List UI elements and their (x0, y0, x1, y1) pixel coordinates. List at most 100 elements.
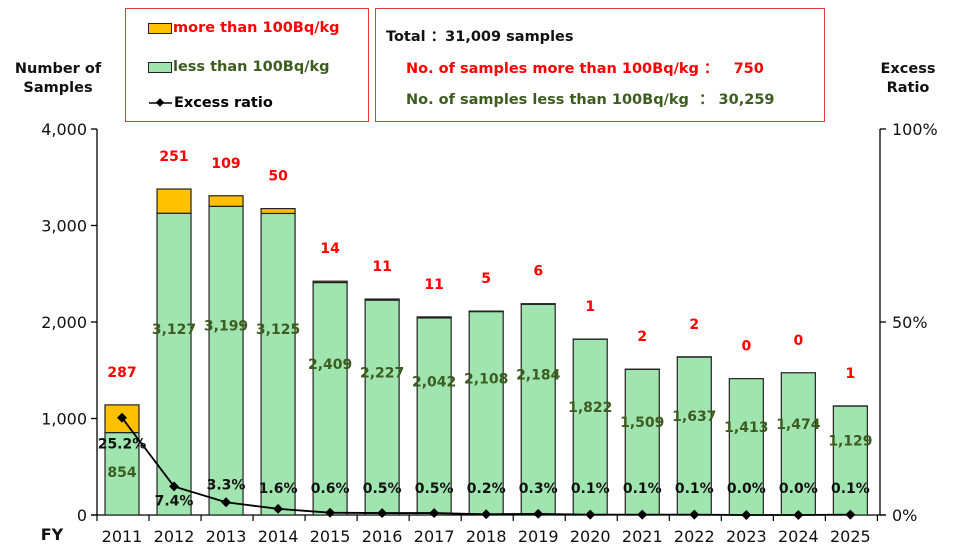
y2-tick-label: 0% (892, 506, 917, 525)
bar-below-100 (104, 431, 140, 516)
legend-line-marker-icon (149, 98, 172, 107)
bar-above-label: 287 (107, 365, 136, 381)
excess-ratio-label: 0.2% (467, 481, 506, 497)
bar-above-label: 6 (533, 264, 543, 280)
bar-above-label: 109 (211, 156, 240, 172)
legend-item-ratio: Excess ratio (148, 95, 273, 111)
bar-below-label: 1,474 (776, 417, 821, 433)
bar-above-label: 11 (372, 259, 391, 275)
y-tick-label: 2,000 (41, 313, 87, 332)
bar-above-label: 1 (845, 366, 855, 382)
x-tick-label: 2025 (830, 527, 871, 546)
legend: more than 100Bq/kg less than 100Bq/kg Ex… (125, 8, 369, 122)
y2-tick-label: 100% (892, 120, 938, 139)
x-tick-label: 2016 (362, 527, 403, 546)
y-tick-label: 1,000 (41, 410, 87, 429)
x-tick-label: 2012 (154, 527, 195, 546)
bar-above-label: 0 (741, 339, 751, 355)
y2-tick-label: 50% (892, 313, 928, 332)
bar-below-100 (312, 281, 348, 516)
bar-below-100 (832, 405, 868, 516)
bar-below-label: 3,199 (204, 319, 248, 335)
bar-above-label: 251 (159, 149, 188, 165)
bar-above-100 (156, 188, 192, 214)
bar-above-100 (520, 303, 556, 305)
legend-swatch-below (148, 61, 172, 73)
excess-ratio-label: 3.3% (207, 477, 246, 493)
excess-ratio-marker (221, 497, 232, 508)
excess-ratio-marker (741, 510, 752, 520)
excess-ratio-marker (637, 509, 648, 520)
bar-below-100 (208, 205, 244, 516)
summary-box: Total ：31,009 samples No. of samples mor… (375, 8, 825, 122)
bar-below-label: 2,108 (464, 371, 508, 387)
x-tick-label: 2018 (466, 527, 507, 546)
excess-ratio-label: 0.1% (675, 481, 714, 497)
excess-ratio-label: 7.4% (155, 493, 194, 509)
bar-below-label: 3,125 (256, 322, 300, 338)
summary-total: Total ：31,009 samples (386, 29, 574, 45)
bar-above-label: 11 (424, 277, 443, 293)
legend-item-above: more than 100Bq/kg (148, 20, 340, 36)
bar-below-label: 1,822 (568, 400, 612, 416)
excess-ratio-marker (793, 510, 804, 520)
excess-ratio-label: 0.0% (779, 481, 818, 497)
bar-below-label: 2,409 (308, 357, 352, 373)
bar-below-100 (676, 356, 712, 516)
bar-below-label: 1,509 (620, 415, 664, 431)
legend-label-below: less than 100Bq/kg (173, 59, 330, 75)
excess-ratio-label: 0.1% (831, 481, 870, 497)
summary-less-than: No. of samples less than 100Bq/kg ： 30,2… (406, 92, 775, 108)
excess-ratio-marker (481, 509, 492, 520)
x-tick-label: 2011 (102, 527, 143, 546)
bar-below-label: 1,637 (672, 409, 716, 425)
excess-ratio-label: 0.6% (311, 481, 350, 497)
x-tick-label: 2024 (778, 527, 819, 546)
x-tick-label: 2023 (726, 527, 767, 546)
bar-below-label: 2,042 (412, 374, 456, 390)
excess-ratio-marker (377, 508, 388, 519)
bar-above-100 (312, 280, 348, 284)
summary-more-than: No. of samples more than 100Bq/kg ： 750 (406, 61, 764, 77)
excess-ratio-marker (533, 508, 544, 519)
bar-above-label: 0 (793, 333, 803, 349)
legend-swatch-above (148, 22, 172, 34)
x-tick-label: 2021 (622, 527, 663, 546)
bar-above-label: 14 (320, 241, 340, 257)
x-tick-label: 2020 (570, 527, 611, 546)
bar-below-label: 2,227 (360, 366, 404, 382)
bar-above-100 (416, 316, 452, 319)
excess-ratio-label: 0.5% (415, 481, 454, 497)
legend-label-ratio: Excess ratio (174, 95, 273, 111)
legend-label-above: more than 100Bq/kg (173, 20, 340, 36)
y-tick-label: 4,000 (41, 120, 87, 139)
bar-above-label: 2 (637, 329, 647, 345)
x-tick-label: 2013 (206, 527, 247, 546)
excess-ratio-marker (429, 508, 440, 519)
bar-below-100 (624, 368, 660, 516)
excess-ratio-label: 0.1% (571, 481, 610, 497)
excess-ratio-label: 0.5% (363, 481, 402, 497)
bar-above-100 (364, 298, 400, 301)
excess-ratio-marker (585, 509, 596, 520)
bar-above-100 (208, 195, 244, 207)
bar-above-label: 5 (481, 271, 491, 287)
bar-above-label: 1 (585, 299, 595, 315)
y-axis-title: Number of Samples (14, 61, 102, 96)
excess-ratio-label: 25.2% (98, 437, 147, 453)
bar-below-100 (780, 372, 816, 516)
x-tick-label: 2017 (414, 527, 455, 546)
excess-ratio-marker (169, 481, 179, 492)
excess-ratio-label: 1.6% (259, 481, 298, 497)
x-tick-label: 2014 (258, 527, 299, 546)
x-axis-title: FY (41, 525, 64, 544)
excess-ratio-marker (845, 509, 856, 520)
x-tick-label: 2022 (674, 527, 715, 546)
bar-below-100 (156, 212, 192, 516)
x-tick-label: 2015 (310, 527, 351, 546)
bar-below-100 (572, 338, 608, 516)
bar-above-label: 50 (268, 169, 288, 185)
bar-below-label: 3,127 (152, 322, 196, 338)
bar-below-100 (520, 303, 556, 516)
